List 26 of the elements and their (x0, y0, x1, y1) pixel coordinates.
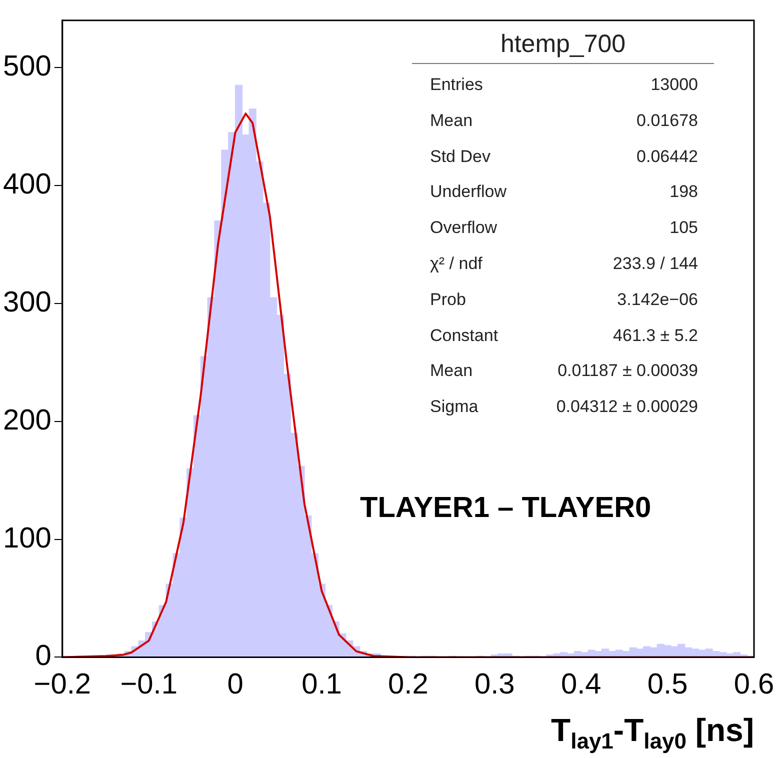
text: Mean 0.01678 (430, 110, 698, 130)
y-tick-label: 200 (2, 404, 52, 436)
text: χ² / ndf 233.9 / 144 (430, 254, 698, 273)
text: Std Dev 0.06442 (430, 146, 698, 166)
text: Constant 461.3 ± 5.2 (430, 326, 698, 345)
text: Overflow 105 (430, 218, 698, 238)
annotation: htemp_700 (412, 26, 714, 64)
text: Mean 0.01187 ± 0.00039 (430, 361, 698, 380)
y-tick-label: 300 (2, 286, 52, 318)
x-axis-title: T$_{lay1}$-T$_{lay0}$ [ns] (551, 712, 754, 754)
y-tick-label: 400 (2, 168, 52, 200)
y-tick-label: 100 (2, 522, 52, 554)
annotation: TLAYER1 – TLAYER0 (360, 492, 652, 525)
x-tick-label: −0.1 (120, 668, 178, 701)
text: Sigma 0.04312 ± 0.00029 (430, 397, 698, 416)
x-tick-label: 0.1 (302, 668, 342, 701)
x-tick-label: 0.2 (388, 668, 428, 701)
x-tick-label: 0.6 (734, 668, 774, 701)
text: Underflow 198 (430, 182, 698, 202)
y-tick-label: 500 (2, 50, 52, 83)
text: Prob 3.142e−06 (430, 290, 698, 309)
x-tick-label: 0.3 (474, 668, 515, 701)
text: Entries 13000 (430, 75, 698, 94)
x-tick-label: 0.5 (647, 668, 688, 701)
x-tick-label: 0 (227, 668, 244, 701)
x-tick-label: 0.4 (560, 668, 602, 701)
